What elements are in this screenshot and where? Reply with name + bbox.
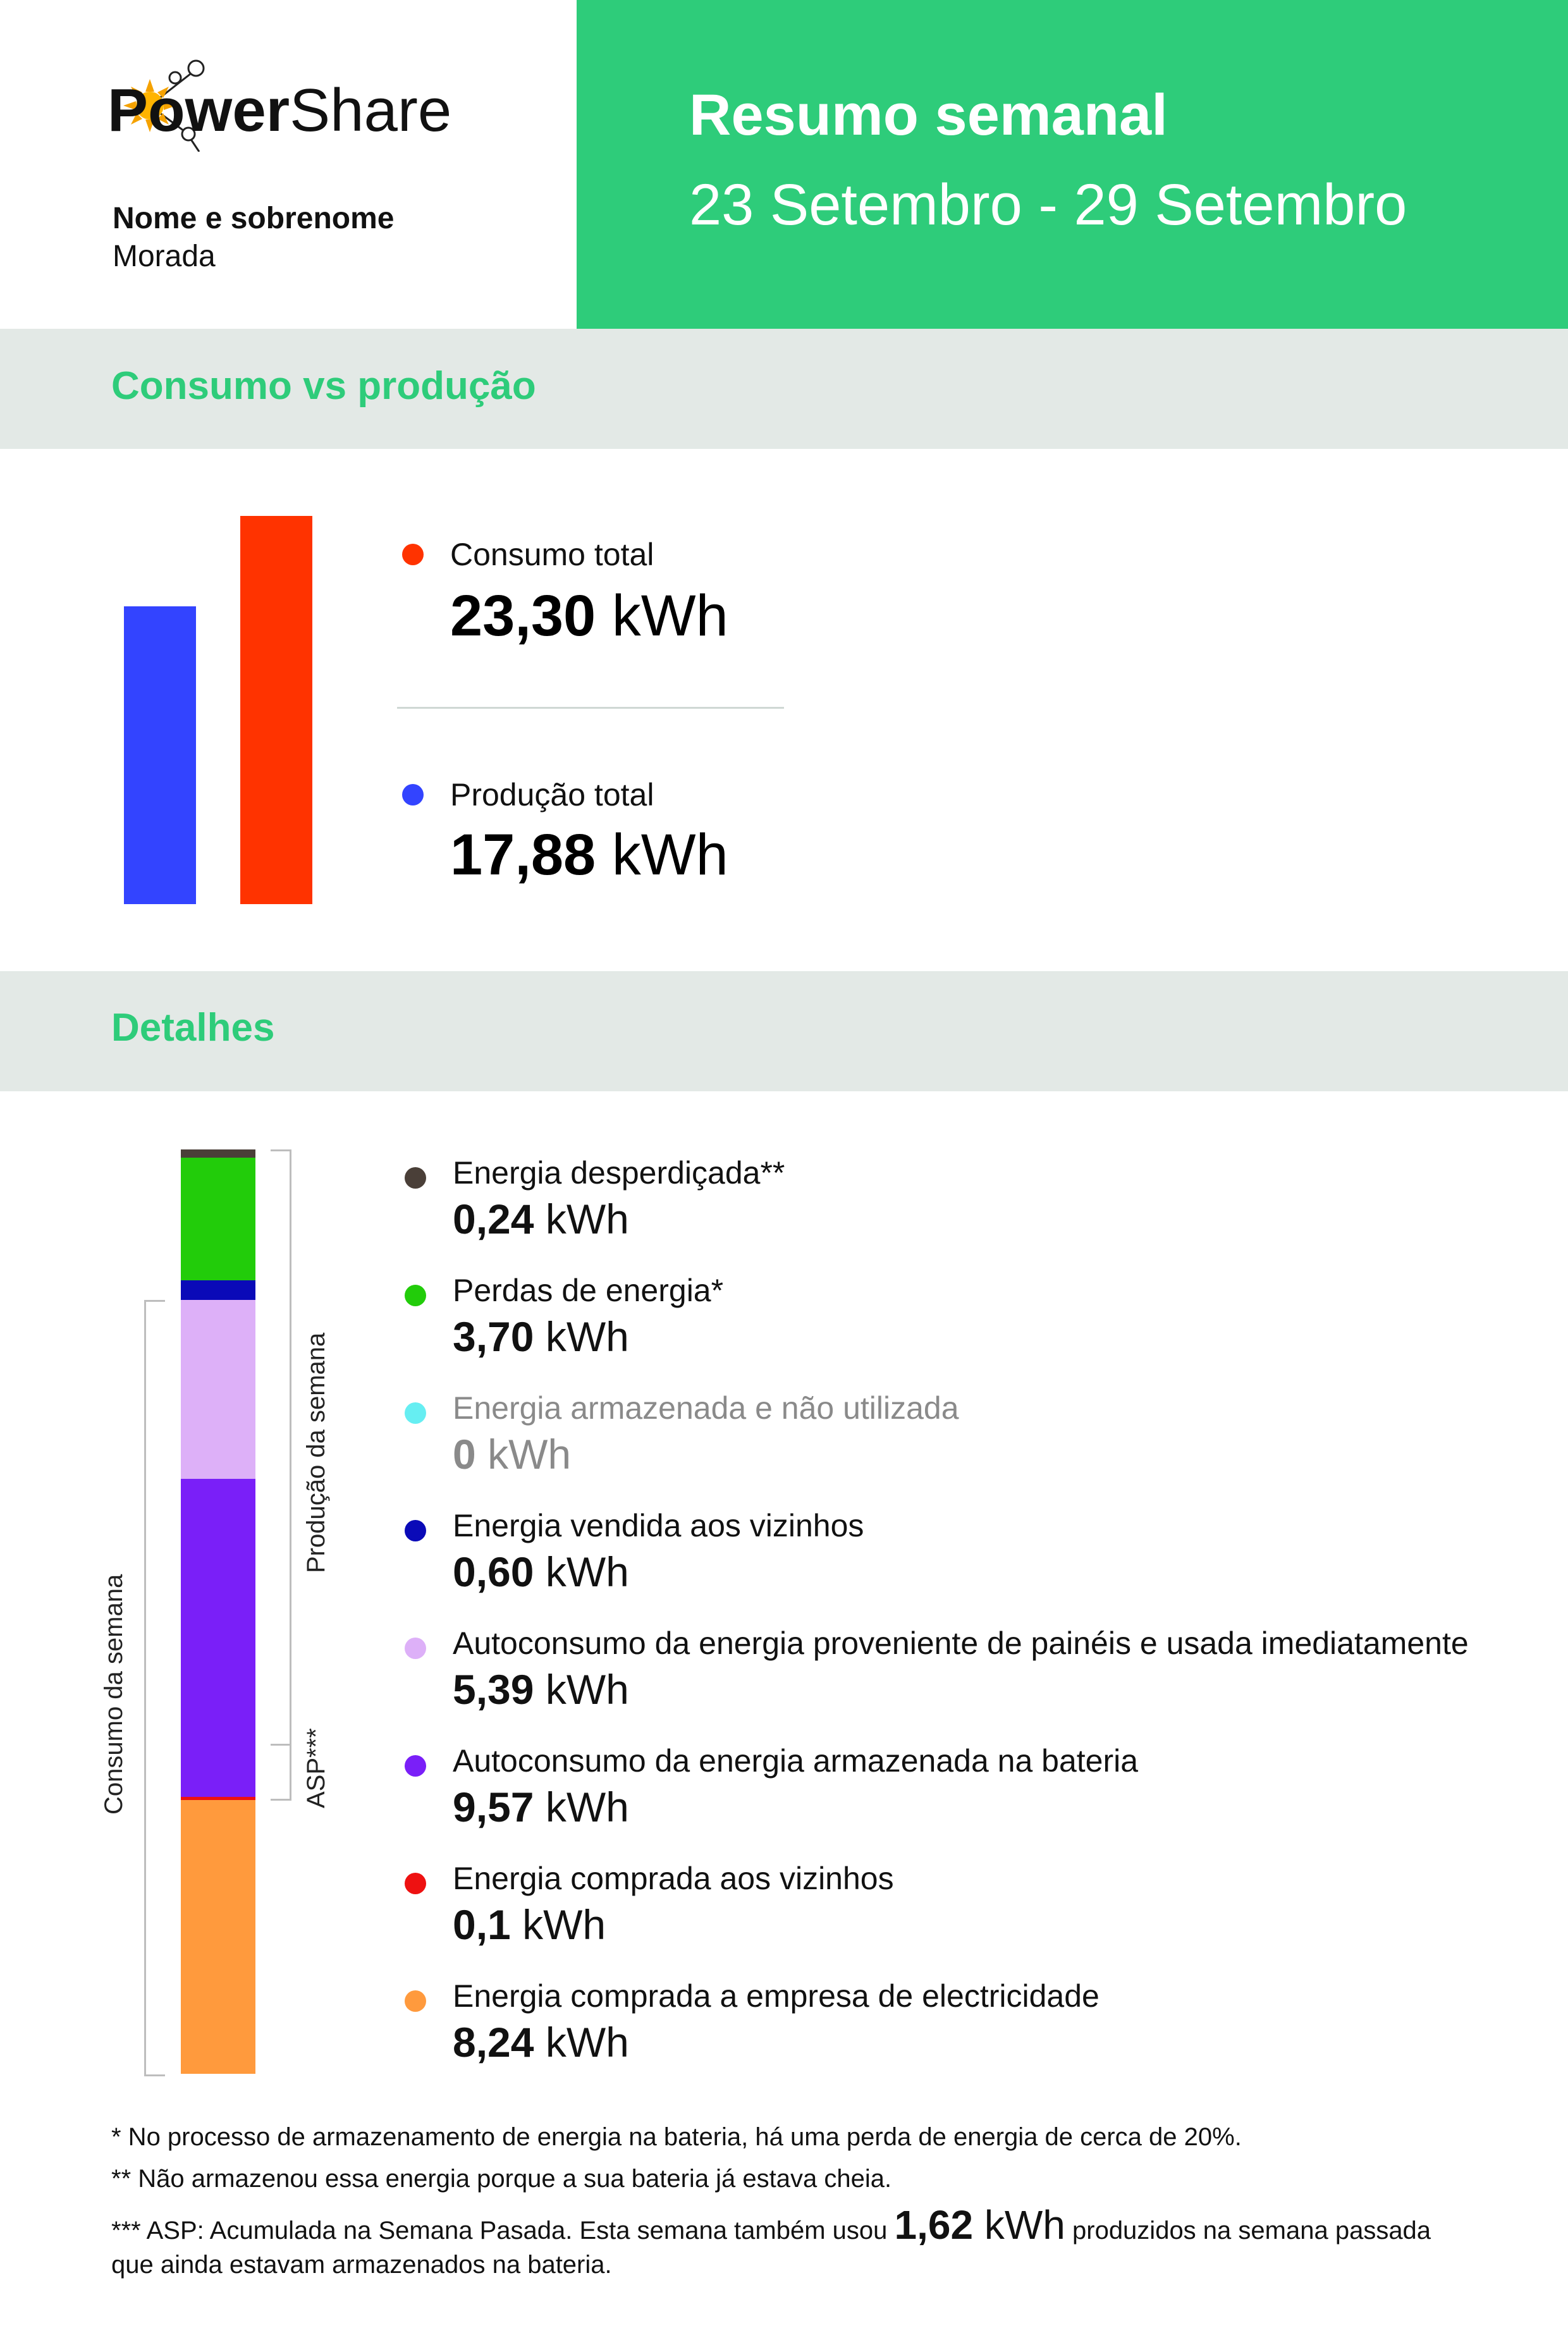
summary-heading: Consumo vs produção [111, 364, 536, 408]
report-title: Resumo semanal [689, 83, 1168, 147]
production-bracket [271, 1149, 291, 1801]
detail-value: 8,24 kWh [453, 2019, 629, 2066]
detail-value: 0,24 kWh [453, 1196, 629, 1242]
detail-label: Energia comprada a empresa de electricid… [453, 1978, 1099, 2014]
summary-section-band [0, 329, 1568, 449]
stack-segment-wasted [181, 1149, 255, 1158]
consumption-label: Consumo total [450, 537, 654, 572]
customer-name: Nome e sobrenome [113, 202, 395, 235]
footnote-3-continued: que ainda estavam armazenados na bateria… [111, 2251, 612, 2279]
details-section-band [0, 971, 1568, 1091]
detail-label: Perdas de energia* [453, 1273, 724, 1308]
detail-label: Energia vendida aos vizinhos [453, 1508, 864, 1543]
brand-name: PowerShare [107, 77, 452, 144]
consumption-total: 23,30 kWh [450, 584, 728, 648]
bought-utility-legend-dot [405, 1990, 426, 2012]
stack-segment-self-consumption-battery [181, 1479, 255, 1798]
detail-value: 0,1 kWh [453, 1901, 606, 1948]
bought-neighbors-legend-dot [405, 1873, 426, 1894]
detail-label: Energia desperdiçada** [453, 1155, 785, 1191]
footnote-3: *** ASP: Acumulada na Semana Pasada. Est… [111, 2202, 1431, 2248]
consumption-bar [240, 516, 312, 904]
detail-value: 0,60 kWh [453, 1548, 629, 1595]
self-consumption-battery-legend-dot [405, 1755, 426, 1777]
sold-neighbors-legend-dot [405, 1520, 426, 1541]
production-total: 17,88 kWh [450, 823, 728, 887]
consumption-bracket [144, 1300, 165, 2076]
production-axis-label: Produção da semana [302, 1332, 330, 1573]
consumption-legend-dot [402, 544, 424, 565]
asp-label: ASP*** [302, 1728, 330, 1808]
detail-label: Autoconsumo da energia proveniente de pa… [453, 1626, 1469, 1661]
asp-bracket-divider [271, 1744, 290, 1746]
summary-divider [397, 707, 784, 709]
detail-value: 0 kWh [453, 1431, 572, 1478]
wasted-legend-dot [405, 1167, 426, 1189]
stack-segment-losses [181, 1157, 255, 1280]
stack-segment-sold-neighbors [181, 1280, 255, 1301]
header-banner [577, 0, 1568, 329]
production-legend-dot [402, 784, 424, 805]
detail-label: Energia comprada aos vizinhos [453, 1861, 894, 1896]
detail-label: Autoconsumo da energia armazenada na bat… [453, 1743, 1139, 1779]
detail-value: 5,39 kWh [453, 1666, 629, 1713]
stored-unused-legend-dot [405, 1402, 426, 1424]
details-heading: Detalhes [111, 1006, 275, 1050]
stack-segment-bought-neighbors [181, 1797, 255, 1801]
stack-segment-bought-utility [181, 1800, 255, 2074]
powershare-logo: PowerShare [107, 57, 462, 152]
detail-value: 3,70 kWh [453, 1313, 629, 1360]
losses-legend-dot [405, 1285, 426, 1306]
footnote-1: * No processo de armazenamento de energi… [111, 2123, 1242, 2151]
customer-address: Morada [113, 240, 216, 273]
detail-label: Energia armazenada e não utilizada [453, 1390, 959, 1426]
detail-value: 9,57 kWh [453, 1784, 629, 1830]
consumption-axis-label: Consumo da semana [100, 1574, 128, 1815]
production-bar [124, 606, 196, 904]
stack-segment-self-consumption-panels [181, 1300, 255, 1479]
sun-network-icon [123, 59, 205, 152]
report-period: 23 Setembro - 29 Setembro [689, 173, 1407, 237]
production-label: Produção total [450, 777, 654, 812]
footnote-2: ** Não armazenou essa energia porque a s… [111, 2165, 892, 2193]
self-consumption-panels-legend-dot [405, 1638, 426, 1659]
